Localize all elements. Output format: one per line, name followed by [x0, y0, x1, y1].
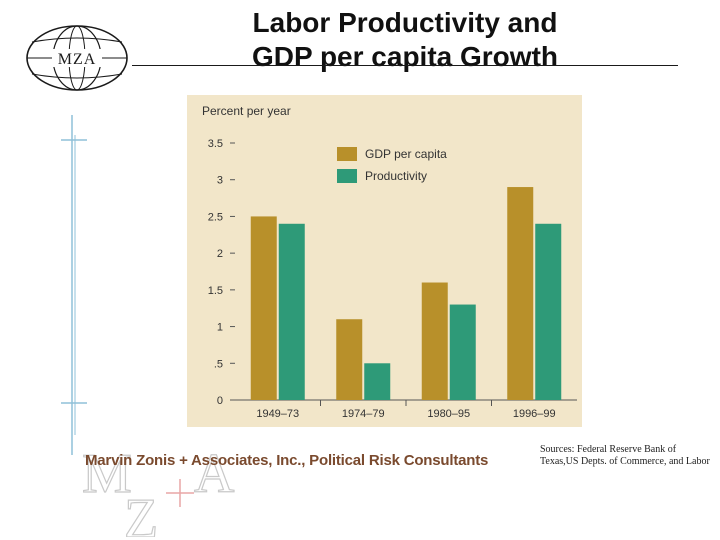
mza-footer-logo: M Z A: [82, 442, 236, 537]
title-divider: [132, 65, 678, 66]
y-tick-label: 0: [217, 395, 223, 407]
y-tick-label: 2: [217, 248, 223, 260]
svg-text:M: M: [82, 443, 132, 505]
x-tick-label: 1996–99: [513, 408, 556, 420]
bar-gdp-per-capita: [421, 282, 448, 400]
y-tick-label: .5: [214, 358, 223, 370]
legend-label: Productivity: [365, 169, 427, 183]
legend-label: GDP per capita: [365, 147, 447, 161]
x-tick-label: 1949–73: [256, 408, 299, 420]
legend-swatch: [337, 147, 357, 161]
y-axis-label: Percent per year: [202, 104, 291, 118]
bar-productivity: [449, 304, 476, 400]
vertical-ornament: [61, 115, 87, 455]
title-line-1: Labor Productivity and: [252, 7, 558, 38]
y-tick-label: 1.5: [208, 285, 223, 297]
page-title: Labor Productivity and GDP per capita Gr…: [200, 6, 610, 74]
y-tick-label: 3: [217, 175, 223, 187]
legend-swatch: [337, 169, 357, 183]
svg-text:Z: Z: [124, 488, 158, 537]
logo-text: MZA: [58, 51, 97, 68]
sources-note: Sources: Federal Reserve Bank of Texas,U…: [540, 444, 710, 467]
title-line-2: GDP per capita Growth: [252, 41, 558, 72]
company-name: Marvin Zonis + Associates, Inc., Politic…: [85, 452, 489, 469]
bar-productivity: [364, 363, 391, 400]
bar-gdp-per-capita: [336, 319, 363, 400]
bar-gdp-per-capita: [507, 187, 534, 400]
bar-chart: Percent per year 0 .5 1 1.5 2 2.5 3 3.5 1949–73 1…: [187, 95, 582, 427]
x-tick-label: 1980–95: [427, 408, 470, 420]
bar-productivity: [278, 223, 305, 400]
bar-gdp-per-capita: [250, 216, 277, 400]
svg-text:A: A: [194, 443, 235, 505]
y-tick-label: 3.5: [208, 138, 223, 150]
mza-globe-logo: MZA: [26, 25, 128, 91]
bar-productivity: [535, 223, 562, 400]
x-tick-label: 1974–79: [342, 408, 385, 420]
y-tick-label: 2.5: [208, 211, 223, 223]
y-tick-label: 1: [217, 322, 223, 334]
